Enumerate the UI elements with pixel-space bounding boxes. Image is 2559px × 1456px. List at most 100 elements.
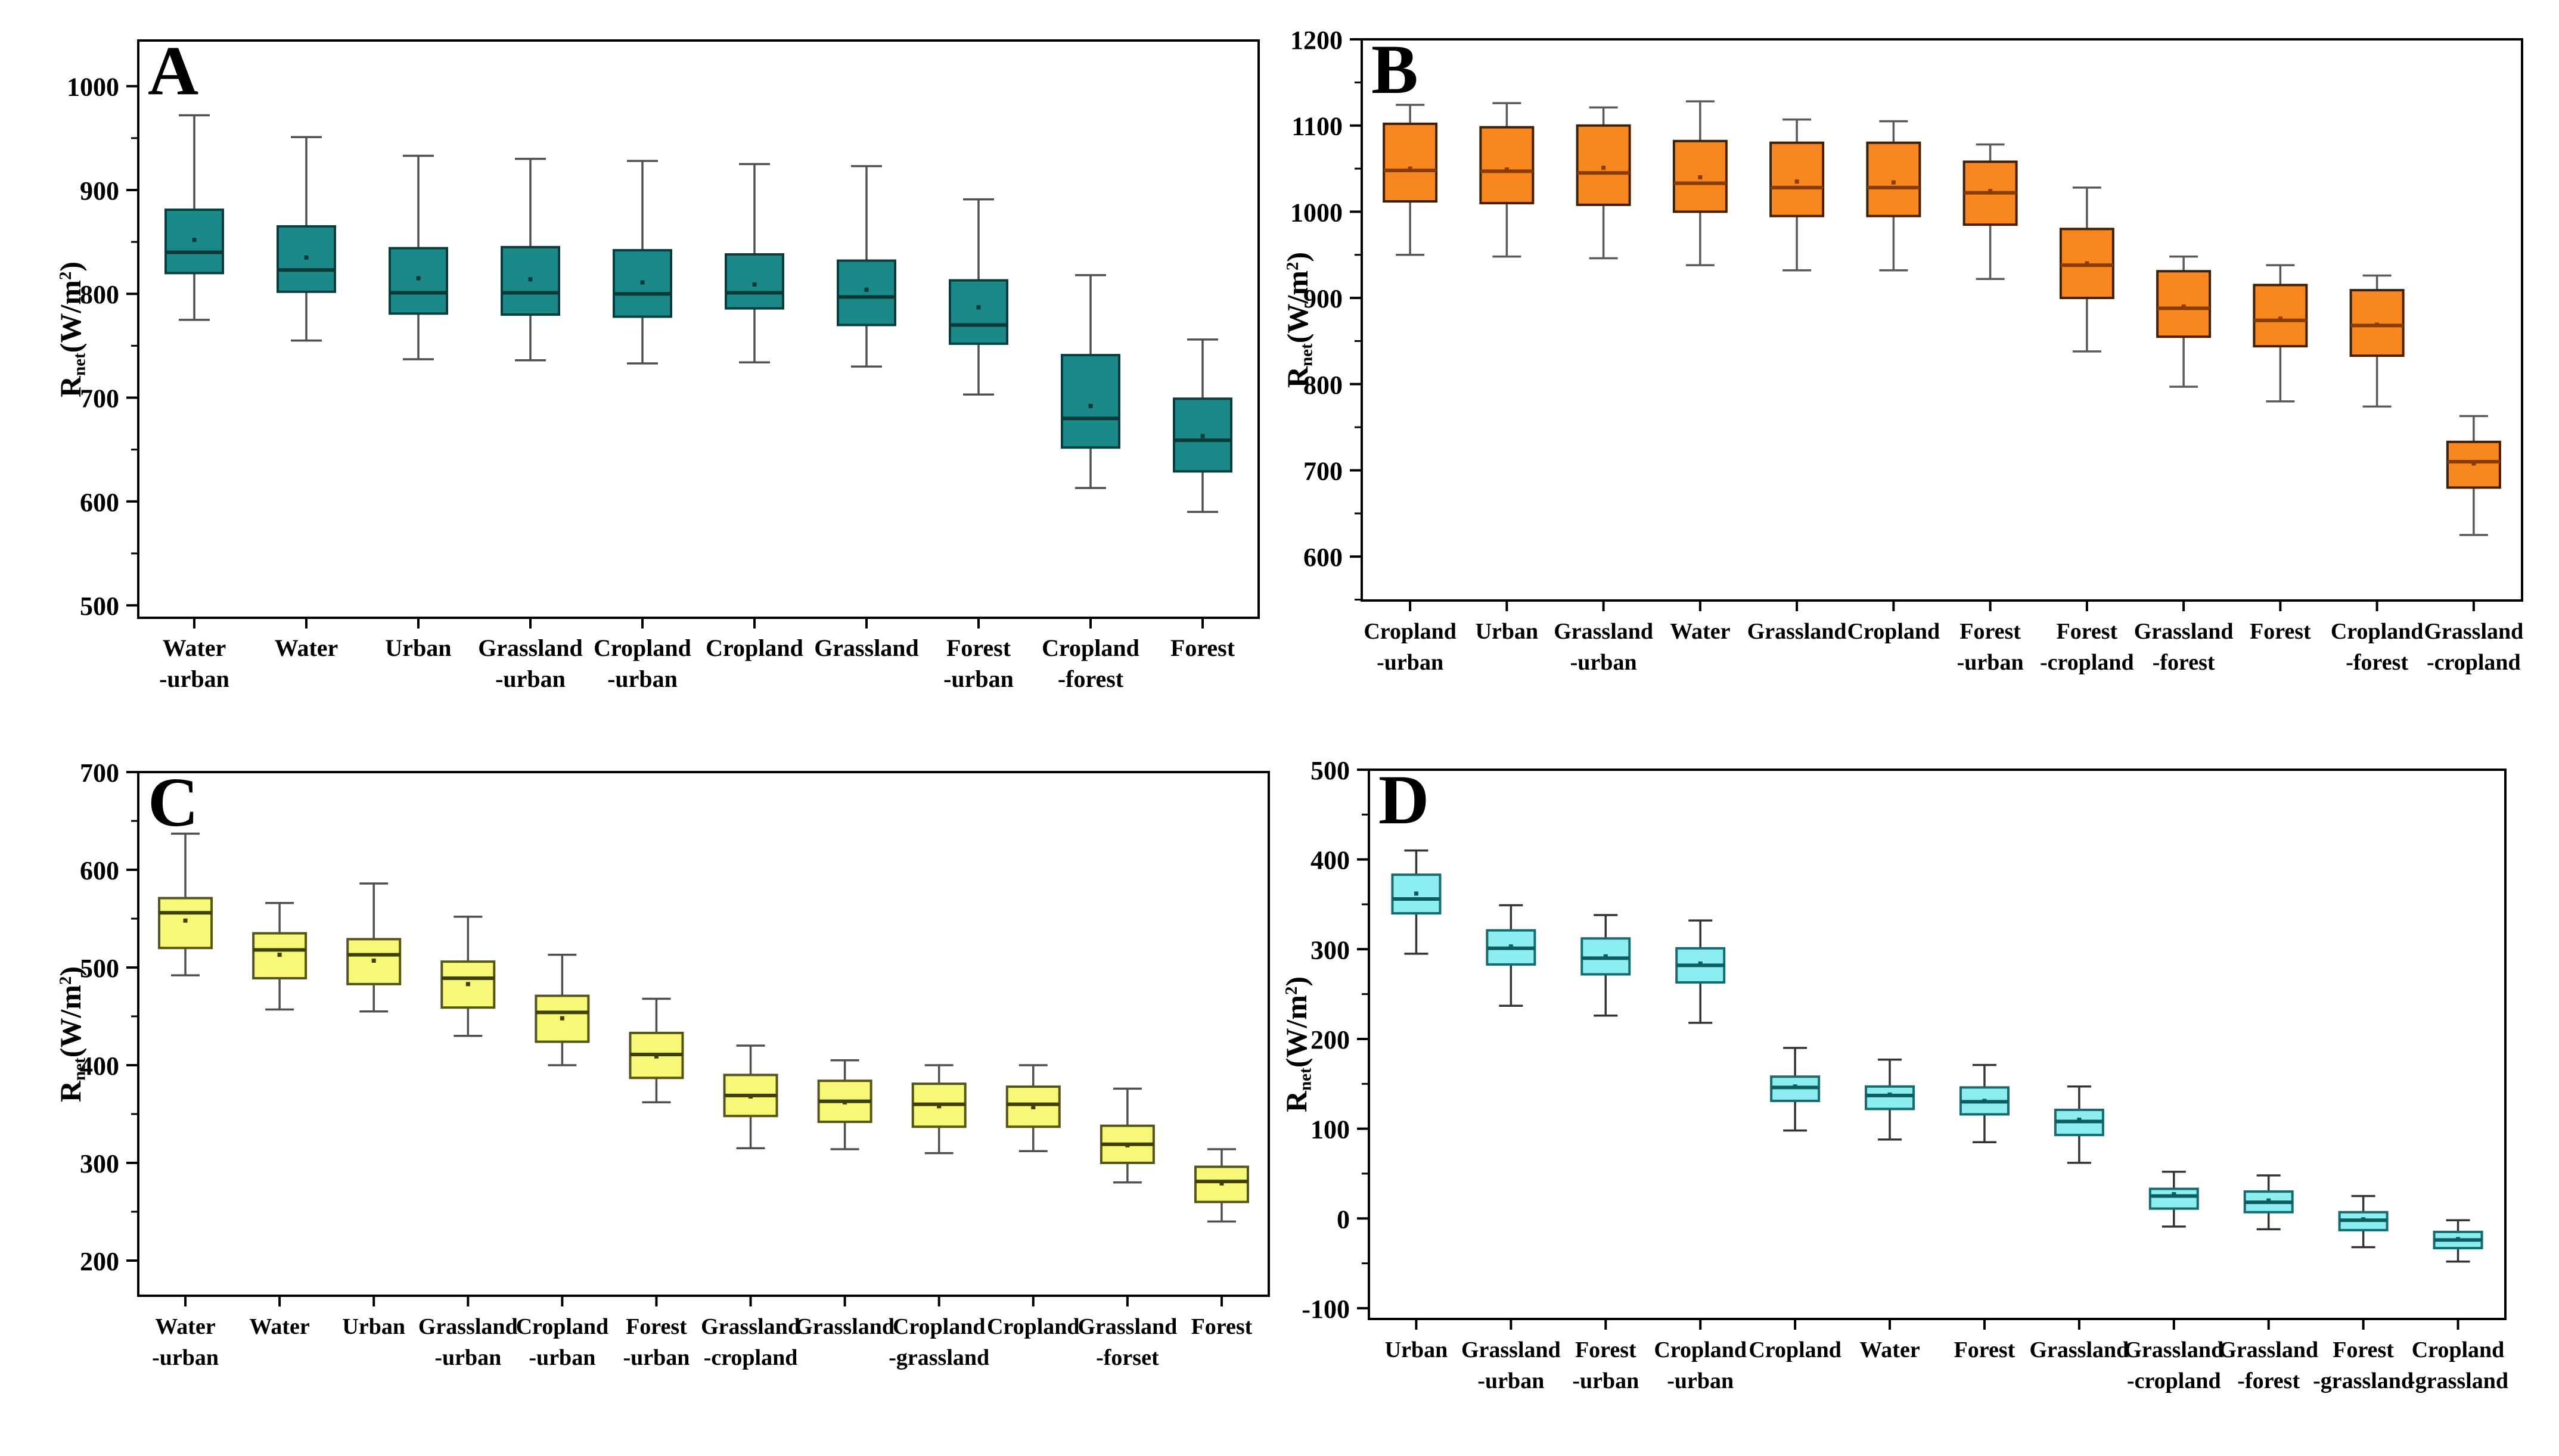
mean-marker bbox=[1603, 954, 1608, 959]
mean-marker bbox=[2077, 1118, 2082, 1122]
x-category-label: -urban bbox=[1570, 650, 1637, 675]
x-category-label: Water bbox=[155, 1314, 215, 1339]
ylabel-unit: (W/m bbox=[54, 279, 87, 353]
panel-d-label: D bbox=[1378, 761, 1430, 839]
ylabel-sub: net bbox=[70, 1057, 89, 1081]
box-Grassland-urban bbox=[1576, 106, 1631, 260]
box-Grassland-forset bbox=[1100, 1087, 1155, 1184]
x-category-label: Grassland bbox=[1747, 619, 1847, 644]
y-axis: -100 0 100 200 300 400 500 bbox=[1302, 756, 1369, 1324]
ylabel-unit: (W/m bbox=[1281, 270, 1314, 344]
x-category-label: -cropland bbox=[704, 1345, 798, 1370]
x-category-label: -grassland bbox=[2313, 1368, 2414, 1393]
mean-marker bbox=[192, 238, 197, 242]
mean-marker bbox=[749, 1094, 753, 1099]
x-category-label: Water bbox=[1859, 1337, 1920, 1362]
box-Cropland bbox=[1866, 120, 1921, 272]
x-category-label: Grassland bbox=[2124, 1337, 2223, 1362]
box-Grassland-urban bbox=[440, 915, 496, 1037]
ylabel-sup: 2 bbox=[56, 271, 76, 280]
ylabel-base: R bbox=[54, 1080, 87, 1102]
box-Grassland-urban bbox=[501, 157, 560, 362]
mean-marker bbox=[1504, 167, 1509, 172]
iqr-box bbox=[158, 897, 213, 950]
ylabel-sup: 2 bbox=[1283, 262, 1303, 271]
y-tick-label: 200 bbox=[80, 1247, 119, 1276]
x-category-label: Grassland bbox=[1461, 1337, 1561, 1362]
mean-marker bbox=[1601, 166, 1606, 170]
mean-marker bbox=[654, 1054, 659, 1059]
x-category-label: Cropland bbox=[594, 634, 691, 661]
ylabel-base: R bbox=[54, 375, 87, 397]
box-Cropland-urban bbox=[613, 160, 672, 365]
box-Water bbox=[1865, 1058, 1915, 1141]
ylabel-close: ) bbox=[54, 966, 87, 976]
iqr-box bbox=[1865, 1085, 1915, 1110]
x-axis: Urban Grassland -urban Forest -urban Cropland… bbox=[1385, 1319, 2508, 1393]
x-category-label: Grassland bbox=[2219, 1337, 2318, 1362]
x-category-label: -forest bbox=[1058, 665, 1124, 692]
box-Forest-urban bbox=[629, 997, 684, 1104]
x-category-label: -cropland bbox=[2127, 1368, 2221, 1393]
x-category-label: Cropland bbox=[706, 634, 803, 661]
x-category-label: -urban bbox=[1477, 1368, 1544, 1393]
y-tick-label: 500 bbox=[80, 592, 119, 621]
mean-marker bbox=[1887, 1092, 1892, 1097]
y-tick-label: 300 bbox=[1310, 935, 1350, 965]
boxes bbox=[1391, 849, 2483, 1263]
ylabel-unit: (W/m bbox=[54, 984, 87, 1057]
mean-marker bbox=[2085, 261, 2089, 266]
mean-marker bbox=[2266, 1198, 2271, 1203]
x-category-label: Forest bbox=[2250, 619, 2311, 644]
x-category-label: -urban bbox=[1667, 1368, 1734, 1393]
y-tick-label: 700 bbox=[80, 384, 119, 413]
box-Water-urban bbox=[164, 114, 224, 321]
box-Forest-grassland bbox=[2338, 1194, 2389, 1249]
mean-marker bbox=[2375, 322, 2380, 327]
ylabel-sub: net bbox=[70, 352, 89, 376]
box-Forest-cropland bbox=[2059, 186, 2114, 353]
y-axis-label-b: Rnet(W/m2) bbox=[1280, 153, 1319, 487]
x-category-label: -forest bbox=[2346, 650, 2408, 675]
x-category-label: Grassland bbox=[478, 634, 583, 661]
x-axis: Cropland -urban Urban Grassland -urban Water G… bbox=[1364, 601, 2523, 675]
y-tick-label: 900 bbox=[80, 176, 119, 206]
x-category-label: Water bbox=[163, 634, 226, 661]
iqr-box bbox=[1061, 354, 1120, 449]
box-Water-urban bbox=[158, 832, 213, 976]
box-Forest-urban bbox=[949, 198, 1008, 396]
y-tick-label: 800 bbox=[1303, 371, 1343, 400]
mean-marker bbox=[1200, 434, 1205, 438]
x-category-label: -forest bbox=[2237, 1368, 2300, 1393]
y-tick-label: -100 bbox=[1302, 1295, 1350, 1324]
mean-marker bbox=[937, 1104, 942, 1109]
box-Forest bbox=[1194, 1148, 1249, 1223]
ylabel-unit: (W/m bbox=[1280, 995, 1313, 1068]
x-category-label: Forest bbox=[2057, 619, 2118, 644]
x-category-label: Grassland bbox=[2424, 619, 2523, 644]
y-axis-label-d: Rnet(W/m2) bbox=[1280, 878, 1318, 1211]
y-tick-label: 400 bbox=[1310, 846, 1350, 875]
y-tick-label: 200 bbox=[1310, 1025, 1350, 1054]
x-category-label: Water bbox=[249, 1314, 309, 1339]
box-Cropland-grassland bbox=[2433, 1219, 2483, 1263]
x-category-label: Cropland bbox=[1042, 634, 1139, 661]
ylabel-sub: net bbox=[1296, 1068, 1315, 1091]
mean-marker bbox=[1698, 175, 1703, 180]
y-tick-label: 1000 bbox=[67, 73, 119, 102]
x-category-label: -urban bbox=[434, 1345, 501, 1370]
y-tick-label: 600 bbox=[1303, 543, 1343, 572]
mean-marker bbox=[976, 305, 981, 310]
mean-marker bbox=[2181, 304, 2186, 309]
box-Grassland bbox=[2054, 1085, 2104, 1164]
y-tick-label: 600 bbox=[80, 488, 119, 517]
mean-marker bbox=[2172, 1192, 2176, 1197]
x-category-label: Grassland bbox=[814, 634, 919, 661]
x-category-label: -urban bbox=[152, 1345, 219, 1370]
y-tick-label: 1000 bbox=[1290, 198, 1343, 227]
panel-a-label: A bbox=[148, 32, 199, 110]
mean-marker bbox=[752, 282, 757, 287]
box-Cropland-forest bbox=[2349, 274, 2405, 408]
x-category-label: Urban bbox=[342, 1314, 405, 1339]
ylabel-base: R bbox=[1281, 366, 1314, 388]
